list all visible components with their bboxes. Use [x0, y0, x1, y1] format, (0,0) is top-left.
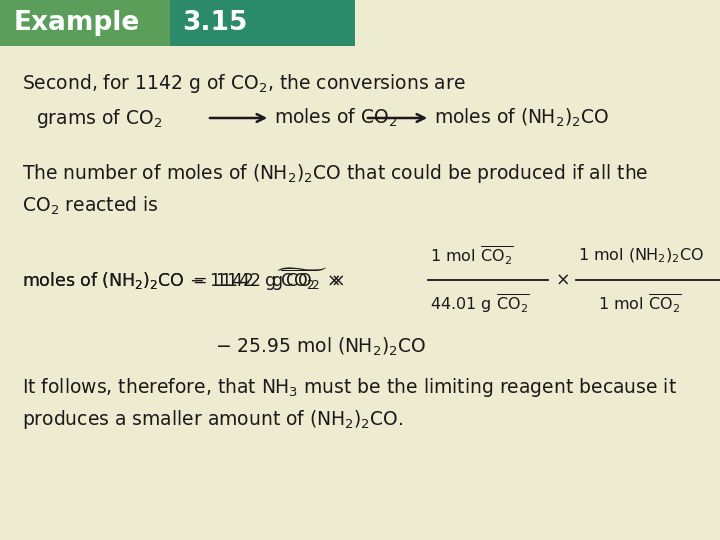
- Text: 1 mol (NH$_2$)$_2$CO: 1 mol (NH$_2$)$_2$CO: [578, 247, 704, 265]
- Text: moles of (NH$_2$)$_2$CO $=$ 1142  $\widetilde{\rm g\,CO_2}$  $\times$: moles of (NH$_2$)$_2$CO $=$ 1142 $\widet…: [22, 267, 344, 293]
- Text: moles of CO$_2$: moles of CO$_2$: [274, 107, 397, 129]
- Text: 1 mol $\overline{\rm CO_2}$: 1 mol $\overline{\rm CO_2}$: [430, 245, 513, 267]
- Text: 1 mol $\overline{\rm CO_2}$: 1 mol $\overline{\rm CO_2}$: [598, 293, 682, 315]
- Text: CO$_2$ reacted is: CO$_2$ reacted is: [22, 195, 159, 217]
- Text: 3.15: 3.15: [182, 10, 248, 36]
- Text: $\times$: $\times$: [555, 271, 570, 289]
- Text: Second, for 1142 g of CO$_2$, the conversions are: Second, for 1142 g of CO$_2$, the conver…: [22, 72, 466, 95]
- Text: produces a smaller amount of (NH$_2$)$_2$CO.: produces a smaller amount of (NH$_2$)$_2…: [22, 408, 403, 431]
- Text: moles of (NH$_2$)$_2$CO $-$ 1142  g $\overline{\rm CO_2}$  $\times$: moles of (NH$_2$)$_2$CO $-$ 1142 g $\ove…: [22, 267, 341, 293]
- Bar: [170, 0, 355, 46]
- Text: $-$ 25.95 mol (NH$_2$)$_2$CO: $-$ 25.95 mol (NH$_2$)$_2$CO: [215, 336, 426, 359]
- Text: moles of (NH$_2$)$_2$CO: moles of (NH$_2$)$_2$CO: [434, 107, 609, 129]
- Bar: [0, 0, 170, 46]
- Text: grams of CO$_2$: grams of CO$_2$: [36, 106, 162, 130]
- Text: It follows, therefore, that NH$_3$ must be the limiting reagent because it: It follows, therefore, that NH$_3$ must …: [22, 376, 677, 399]
- Text: The number of moles of (NH$_2$)$_2$CO that could be produced if all the: The number of moles of (NH$_2$)$_2$CO th…: [22, 162, 649, 185]
- Text: Example: Example: [14, 10, 140, 36]
- Text: 44.01 g $\overline{\rm CO_2}$: 44.01 g $\overline{\rm CO_2}$: [430, 293, 530, 315]
